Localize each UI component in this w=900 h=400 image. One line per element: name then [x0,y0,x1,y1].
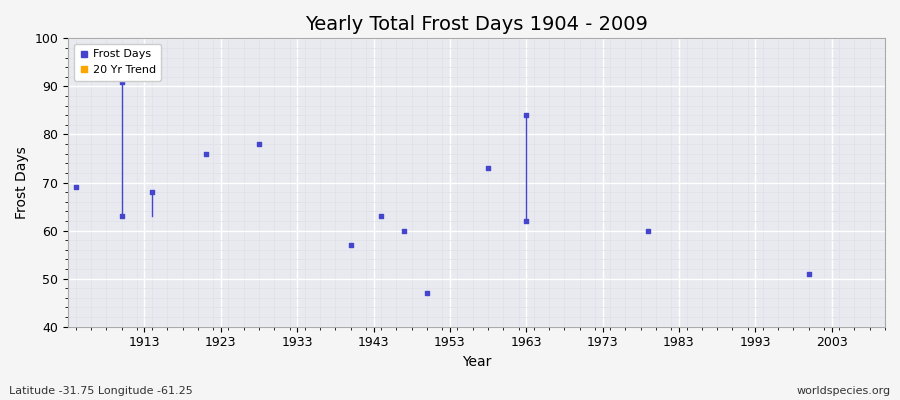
Y-axis label: Frost Days: Frost Days [15,146,29,219]
Point [145,189,159,195]
Point [374,213,389,219]
Point [114,213,129,219]
X-axis label: Year: Year [462,355,491,369]
Point [419,290,434,296]
Point [198,150,212,157]
Point [519,218,534,224]
Text: Latitude -31.75 Longitude -61.25: Latitude -31.75 Longitude -61.25 [9,386,193,396]
Title: Yearly Total Frost Days 1904 - 2009: Yearly Total Frost Days 1904 - 2009 [305,15,648,34]
Point [802,271,816,277]
Point [519,112,534,118]
Point [641,227,655,234]
Point [397,227,411,234]
Legend: Frost Days, 20 Yr Trend: Frost Days, 20 Yr Trend [74,44,161,80]
Point [114,78,129,85]
Point [68,184,83,190]
Point [252,141,266,147]
Point [344,242,358,248]
Text: worldspecies.org: worldspecies.org [796,386,891,396]
Point [481,165,495,171]
